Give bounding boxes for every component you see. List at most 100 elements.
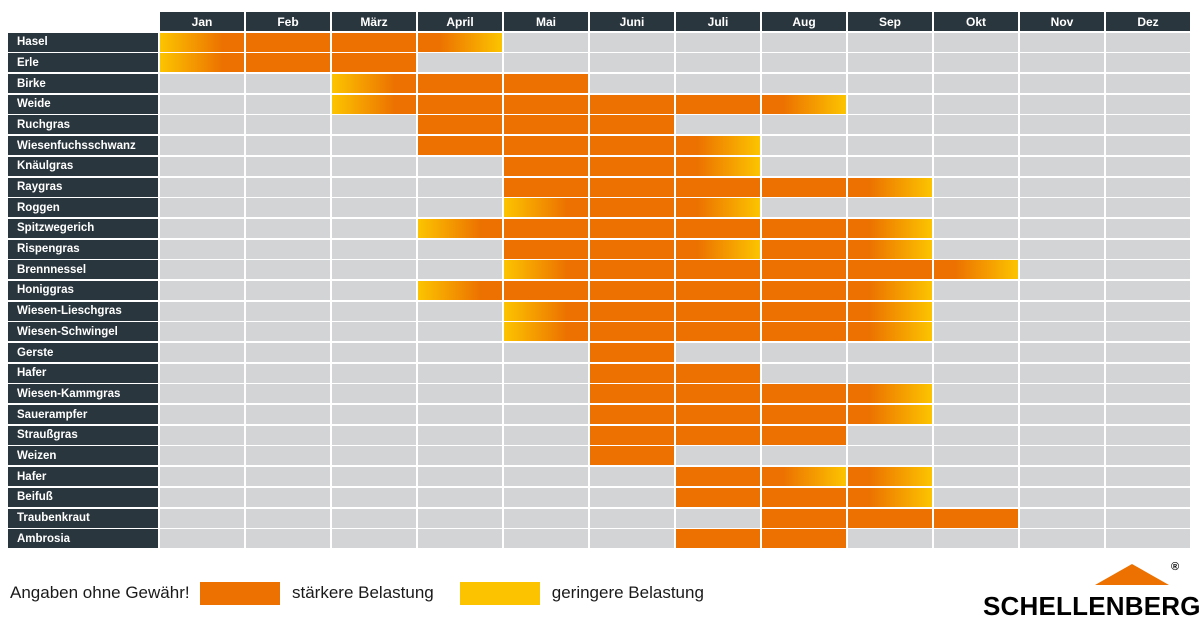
plant-label: Gerste [8, 343, 158, 362]
pollen-cell [590, 136, 674, 156]
pollen-cell [504, 177, 588, 197]
pollen-cell [504, 363, 588, 383]
pollen-cell [590, 363, 674, 383]
pollen-cell [676, 198, 760, 218]
pollen-cell [418, 322, 502, 342]
pollen-cell [418, 198, 502, 218]
pollen-cell [246, 508, 330, 528]
pollen-cell [590, 115, 674, 135]
pollen-cell [848, 446, 932, 466]
pollen-cell [332, 280, 416, 300]
pollen-cell [676, 74, 760, 94]
pollen-cell [1020, 301, 1104, 321]
pollen-cell [332, 74, 416, 94]
pollen-cell [332, 405, 416, 425]
pollen-cell [762, 136, 846, 156]
pollen-cell [1020, 32, 1104, 52]
pollen-cell [160, 343, 244, 362]
pollen-cell [418, 508, 502, 528]
pollen-cell [848, 260, 932, 280]
pollen-cell [1106, 322, 1190, 342]
pollen-cell [246, 198, 330, 218]
plant-label: Erle [8, 53, 158, 73]
pollen-cell [504, 508, 588, 528]
pollen-cell [1020, 280, 1104, 300]
pollen-cell [160, 425, 244, 445]
pollen-cell [246, 363, 330, 383]
pollen-cell [418, 260, 502, 280]
pollen-cell [504, 94, 588, 114]
pollen-cell [418, 343, 502, 362]
pollen-cell [1106, 32, 1190, 52]
pollen-cell [934, 301, 1018, 321]
plant-label: Wiesen-Kammgras [8, 384, 158, 404]
pollen-cell [1020, 446, 1104, 466]
pollen-cell [504, 384, 588, 404]
pollen-cell [1020, 363, 1104, 383]
pollen-cell [762, 405, 846, 425]
pollen-cell [934, 405, 1018, 425]
pollen-cell [848, 384, 932, 404]
pollen-cell [934, 508, 1018, 528]
pollen-cell [676, 322, 760, 342]
pollen-cell [1020, 508, 1104, 528]
pollen-cell [1020, 529, 1104, 549]
pollen-cell [246, 53, 330, 73]
month-header: Sep [848, 12, 932, 31]
pollen-cell [762, 239, 846, 259]
pollen-cell [676, 508, 760, 528]
pollen-cell [762, 508, 846, 528]
pollen-cell [504, 260, 588, 280]
pollen-cell [332, 53, 416, 73]
pollen-cell [676, 467, 760, 487]
pollen-cell [934, 425, 1018, 445]
legend-bar: Angaben ohne Gewähr! stärkere Belastung … [10, 581, 704, 605]
pollen-cell [762, 467, 846, 487]
pollen-cell [332, 508, 416, 528]
pollen-cell [848, 425, 932, 445]
pollen-cell [160, 53, 244, 73]
pollen-cell [1020, 53, 1104, 73]
pollen-cell [160, 32, 244, 52]
pollen-cell [848, 156, 932, 176]
pollen-cell [246, 115, 330, 135]
pollen-cell [848, 529, 932, 549]
pollen-cell [418, 239, 502, 259]
pollen-cell [160, 198, 244, 218]
pollen-cell [848, 343, 932, 362]
pollen-cell [590, 32, 674, 52]
pollen-cell [418, 53, 502, 73]
pollen-cell [676, 156, 760, 176]
pollen-cell [418, 177, 502, 197]
legend-strong-swatch [200, 581, 280, 605]
pollen-cell [160, 405, 244, 425]
pollen-cell [590, 280, 674, 300]
pollen-cell [934, 218, 1018, 238]
legend-strong-label: stärkere Belastung [292, 583, 434, 602]
pollen-cell [418, 363, 502, 383]
pollen-cell [1020, 136, 1104, 156]
pollen-cell [246, 529, 330, 549]
pollen-cell [160, 529, 244, 549]
pollen-calendar-grid: Jan Feb März April Mai Juni Juli Aug Sep Okt Nov De… [8, 12, 1190, 549]
pollen-cell [1106, 53, 1190, 73]
pollen-cell [418, 446, 502, 466]
pollen-cell [848, 177, 932, 197]
pollen-cell [1106, 280, 1190, 300]
pollen-cell [848, 487, 932, 507]
pollen-cell [504, 446, 588, 466]
pollen-cell [762, 425, 846, 445]
pollen-cell [590, 239, 674, 259]
pollen-cell [590, 218, 674, 238]
pollen-cell [762, 74, 846, 94]
pollen-cell [332, 529, 416, 549]
pollen-cell [160, 487, 244, 507]
pollen-cell [246, 487, 330, 507]
pollen-cell [590, 74, 674, 94]
pollen-cell [676, 53, 760, 73]
month-header: Dez [1106, 12, 1190, 31]
pollen-cell [1106, 74, 1190, 94]
pollen-cell [1106, 405, 1190, 425]
pollen-cell [676, 343, 760, 362]
pollen-cell [762, 260, 846, 280]
